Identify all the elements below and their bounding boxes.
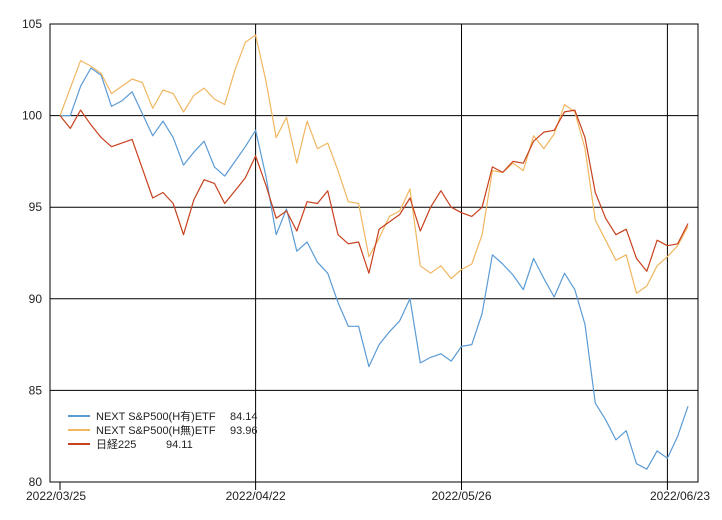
y-tick-label: 90 — [29, 292, 43, 306]
x-tick-label: 2022/03/25 — [26, 489, 86, 503]
legend: NEXT S&P500(H有)ETF 84.14 NEXT S&P500(H無)ET… — [68, 409, 258, 451]
series-line — [59, 34, 689, 294]
grid — [49, 23, 699, 490]
legend-value: 93.96 — [230, 425, 258, 437]
x-tick-label: 2022/06/23 — [650, 489, 710, 503]
legend-label: NEXT S&P500(H有)ETF — [96, 409, 216, 423]
x-tick-label: 2022/05/26 — [431, 489, 491, 503]
y-tick-label: 80 — [29, 475, 43, 489]
x-tick-label: 2022/04/22 — [226, 489, 286, 503]
axes: 80 85 90 95 100 105 2022/03/25 2022/04/22 2022/0… — [22, 17, 710, 503]
legend-label: NEXT S&P500(H無)ETF — [96, 423, 216, 437]
legend-value: 94.11 — [166, 439, 193, 451]
series-line — [60, 67, 689, 470]
series-lines — [59, 34, 689, 470]
y-tick-label: 95 — [29, 200, 43, 214]
y-tick-label: 100 — [22, 109, 42, 123]
y-tick-label: 105 — [22, 17, 42, 31]
legend-label: 日経225 — [96, 438, 136, 451]
y-tick-label: 85 — [29, 383, 43, 397]
legend-value: 84.14 — [230, 411, 258, 423]
series-line — [59, 109, 689, 274]
